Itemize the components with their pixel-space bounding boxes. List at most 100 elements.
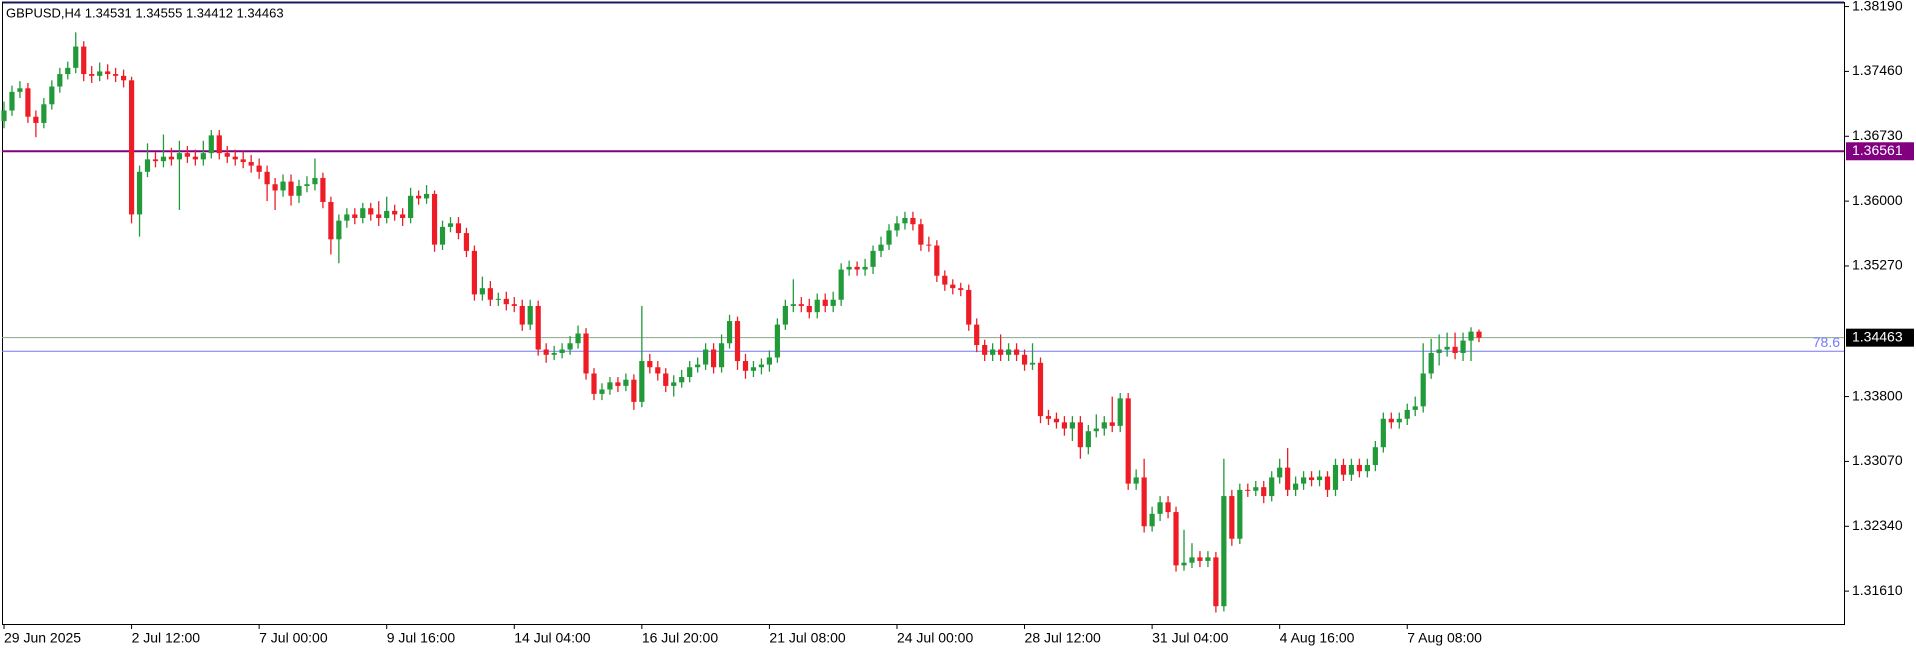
candle-body <box>854 266 860 270</box>
x-tick-label: 16 Jul 20:00 <box>642 630 718 646</box>
candle-body <box>822 299 828 306</box>
candle-body <box>1285 467 1291 490</box>
candle-body <box>320 178 326 203</box>
candle-body <box>248 162 254 166</box>
candle-body <box>886 230 892 245</box>
candle-body <box>615 382 621 386</box>
candle-body <box>742 361 749 371</box>
candle-body <box>120 75 127 81</box>
candle-body <box>495 298 501 300</box>
candle-body <box>256 165 262 172</box>
candle-body <box>184 153 190 157</box>
candle-body <box>1037 362 1044 417</box>
candle-body <box>487 288 493 300</box>
candle-body <box>296 186 302 196</box>
candle-body <box>798 304 804 306</box>
candle-body <box>718 343 725 368</box>
y-tick-label: 1.36000 <box>1852 192 1903 208</box>
candle-body <box>89 74 95 76</box>
candle-body <box>360 208 366 218</box>
candle-body <box>830 299 836 306</box>
candle-body <box>990 349 996 355</box>
candle-body <box>1229 496 1235 539</box>
candle-body <box>65 67 71 75</box>
candle-body <box>1396 418 1402 423</box>
candle-body <box>1237 489 1243 539</box>
candle-body <box>1269 477 1275 497</box>
candle-body <box>567 343 573 350</box>
candle-body <box>1085 431 1091 448</box>
candle-body <box>1141 477 1147 527</box>
candle-body <box>511 304 517 306</box>
candle-body <box>81 46 87 75</box>
candle-body <box>838 269 844 300</box>
candle-body <box>1029 362 1036 365</box>
candle-body <box>966 289 972 325</box>
candle-body <box>687 367 693 378</box>
candle-body <box>439 226 446 245</box>
candle-body <box>280 181 286 191</box>
candle-body <box>663 373 669 386</box>
candle-body <box>575 333 581 344</box>
candle-body <box>240 159 246 163</box>
candle-body <box>49 86 55 105</box>
candle-body <box>1101 422 1107 429</box>
candle-body <box>105 71 111 75</box>
candle-body <box>806 305 812 313</box>
candle-body <box>1061 422 1068 429</box>
candle-body <box>1045 416 1052 419</box>
candle-body <box>942 275 948 285</box>
price-box <box>1846 328 1914 347</box>
candle-body <box>623 379 629 386</box>
candle-body <box>336 220 342 240</box>
x-tick-label: 7 Jul 00:00 <box>259 630 328 646</box>
candle-body <box>1005 349 1012 355</box>
candle-body <box>1093 428 1099 432</box>
candle-body <box>1460 340 1466 354</box>
candle-body <box>1053 418 1060 423</box>
candle-body <box>400 214 406 218</box>
candle-body <box>168 156 175 160</box>
candle-body <box>862 266 868 270</box>
candle-body <box>392 210 398 215</box>
candle-body <box>503 298 509 305</box>
candle-body <box>758 364 765 368</box>
candle-body <box>1173 512 1179 566</box>
candle-body <box>1013 349 1020 355</box>
candle-body <box>288 181 294 196</box>
candle-body <box>1356 464 1363 472</box>
chart-title: GBPUSD,H4 1.34531 1.34555 1.34412 1.3446… <box>6 5 284 20</box>
candle-body <box>1468 331 1474 341</box>
y-tick-label: 1.38190 <box>1852 0 1903 13</box>
x-tick-label: 21 Jul 08:00 <box>769 630 845 646</box>
candle-body <box>1069 422 1075 429</box>
candle-body <box>224 153 230 157</box>
price-box <box>1846 142 1914 161</box>
y-tick-label: 1.36730 <box>1852 127 1903 143</box>
candle-body <box>926 244 932 246</box>
candle-body <box>790 304 796 306</box>
candle-body <box>750 367 757 371</box>
candle-body <box>384 210 390 218</box>
y-tick-label: 1.32340 <box>1852 517 1903 533</box>
candle-body <box>160 156 167 162</box>
level-label: 78.6 <box>1813 334 1840 350</box>
candle-body <box>1245 489 1251 491</box>
x-tick-label: 14 Jul 04:00 <box>514 630 590 646</box>
candle-body <box>1436 349 1442 354</box>
candle-body <box>1261 487 1267 497</box>
candle-body <box>1412 406 1418 410</box>
candle-body <box>1332 464 1339 490</box>
candle-body <box>1253 487 1259 491</box>
candle-body <box>232 156 238 160</box>
x-tick-label: 2 Jul 12:00 <box>132 630 201 646</box>
candle-body <box>918 224 924 245</box>
candle-body <box>591 373 597 394</box>
candle-body <box>57 74 63 87</box>
price-box-label: 1.34463 <box>1852 328 1903 344</box>
candle-body <box>1428 353 1434 374</box>
candle-body <box>631 379 637 402</box>
candle-body <box>639 361 645 402</box>
